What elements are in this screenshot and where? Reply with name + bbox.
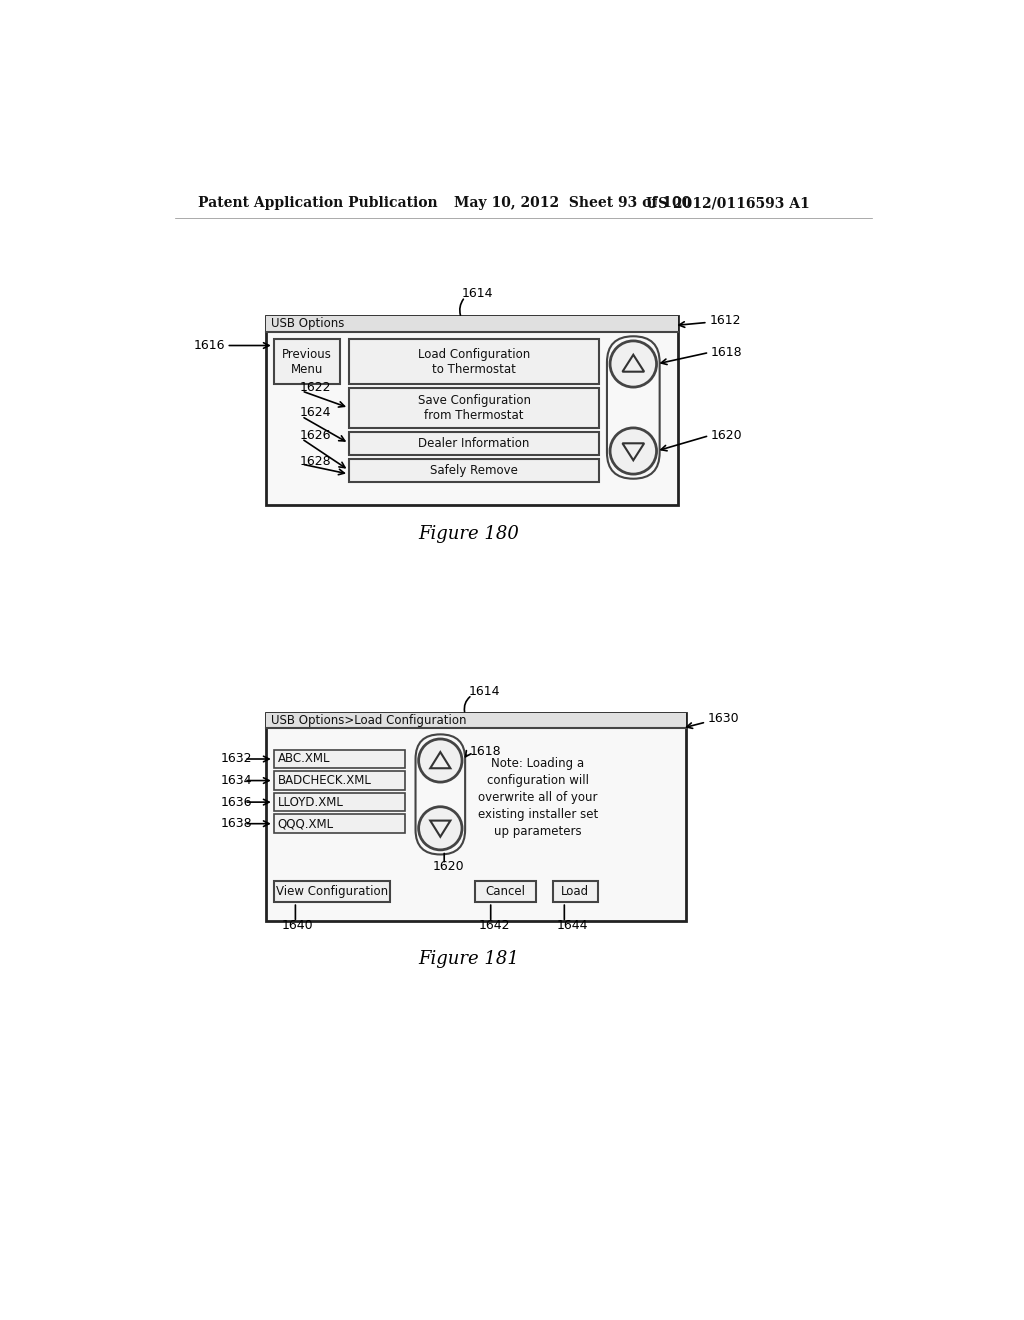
Bar — [266, 713, 686, 729]
Text: Load: Load — [561, 884, 589, 898]
Text: USB Options: USB Options — [271, 317, 345, 330]
Text: Load Configuration
to Thermostat: Load Configuration to Thermostat — [418, 347, 530, 376]
Text: Safely Remove: Safely Remove — [430, 463, 518, 477]
Text: 1642: 1642 — [479, 919, 511, 932]
Text: Save Configuration
from Thermostat: Save Configuration from Thermostat — [418, 393, 530, 422]
Text: 1616: 1616 — [194, 339, 225, 352]
Text: QQQ.XML: QQQ.XML — [278, 817, 334, 830]
Text: 1620: 1620 — [432, 861, 464, 874]
Text: LLOYD.XML: LLOYD.XML — [278, 796, 343, 809]
Text: 1614: 1614 — [469, 685, 501, 698]
Text: 1640: 1640 — [282, 919, 313, 932]
Text: Figure 181: Figure 181 — [419, 950, 519, 968]
Text: ABC.XML: ABC.XML — [278, 752, 330, 766]
Text: 1620: 1620 — [711, 429, 742, 442]
Bar — [273, 771, 406, 789]
Text: Cancel: Cancel — [485, 884, 525, 898]
Text: 1630: 1630 — [708, 713, 739, 726]
Text: 1624: 1624 — [300, 407, 332, 418]
Bar — [273, 339, 340, 384]
Text: Dealer Information: Dealer Information — [419, 437, 529, 450]
Text: Patent Application Publication: Patent Application Publication — [198, 197, 437, 210]
Circle shape — [610, 341, 656, 387]
Circle shape — [419, 807, 462, 850]
Text: 1628: 1628 — [300, 454, 332, 467]
Bar — [349, 388, 599, 428]
Bar — [273, 793, 406, 812]
Text: View Configuration: View Configuration — [275, 884, 388, 898]
Bar — [266, 317, 678, 331]
Text: 1618: 1618 — [711, 346, 742, 359]
Text: Note: Loading a
configuration will
overwrite all of your
existing installer set
: Note: Loading a configuration will overw… — [477, 756, 598, 838]
Text: 1614: 1614 — [461, 286, 493, 300]
Circle shape — [419, 739, 462, 781]
Text: USB Options>Load Configuration: USB Options>Load Configuration — [271, 714, 467, 727]
Bar — [349, 459, 599, 482]
Text: 1612: 1612 — [710, 314, 740, 326]
Bar — [273, 750, 406, 768]
Bar — [273, 814, 406, 833]
Text: 1636: 1636 — [221, 796, 253, 809]
Circle shape — [610, 428, 656, 474]
Text: BADCHECK.XML: BADCHECK.XML — [278, 774, 372, 787]
Text: 1618: 1618 — [470, 744, 502, 758]
Bar — [475, 880, 536, 903]
Text: 1622: 1622 — [300, 381, 332, 395]
Text: Figure 180: Figure 180 — [419, 525, 519, 543]
Bar — [349, 432, 599, 455]
Text: Previous
Menu: Previous Menu — [282, 347, 332, 376]
Bar — [266, 317, 678, 506]
Bar — [349, 339, 599, 384]
Text: 1644: 1644 — [557, 919, 588, 932]
Bar — [266, 713, 686, 921]
Text: US 2012/0116593 A1: US 2012/0116593 A1 — [646, 197, 809, 210]
Bar — [553, 880, 598, 903]
Text: May 10, 2012  Sheet 93 of 100: May 10, 2012 Sheet 93 of 100 — [454, 197, 691, 210]
Text: 1626: 1626 — [300, 429, 332, 442]
Bar — [273, 880, 390, 903]
Text: 1638: 1638 — [221, 817, 253, 830]
Text: 1632: 1632 — [221, 752, 253, 766]
Text: 1634: 1634 — [221, 774, 253, 787]
